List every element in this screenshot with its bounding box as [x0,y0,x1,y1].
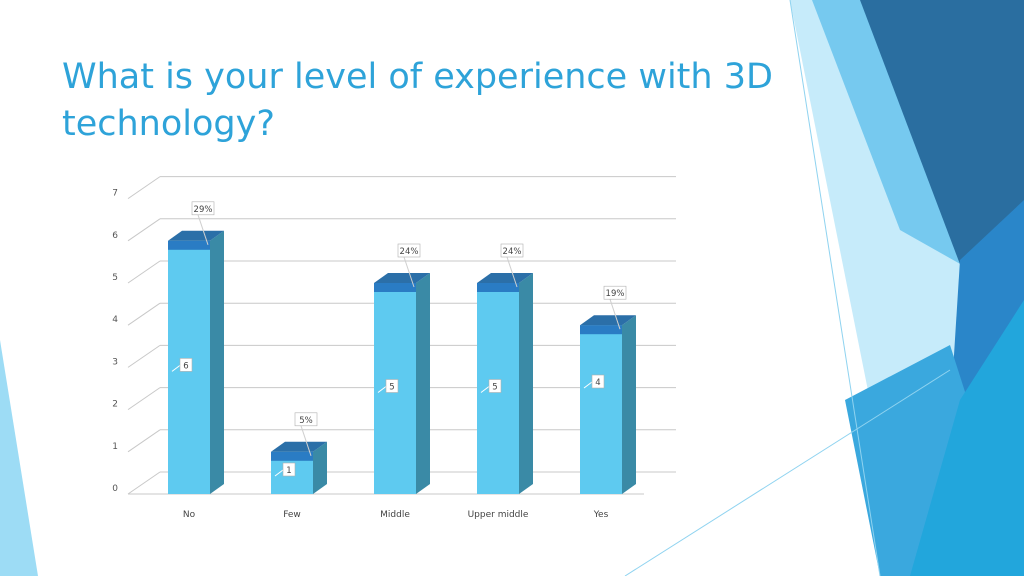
y-tick-label: 3 [112,357,118,367]
y-tick-label: 7 [112,189,118,199]
value-label: 5 [389,383,394,393]
percent-label-box [603,285,627,300]
bar-top [271,441,327,452]
gridline-side [127,471,161,495]
percent-label: 24% [400,247,419,257]
gridline-side [127,218,161,242]
slide-title: What is your level of experience with 3D… [62,57,773,144]
percent-label-box [294,412,318,427]
y-tick-label: 0 [112,484,118,494]
bar [477,273,533,494]
value-label: 6 [183,361,188,371]
percent-label: 5% [299,416,313,426]
accent-thin-line [789,0,881,576]
bar-band [168,240,210,250]
percent-label-leader [403,256,415,288]
gridline-side [127,387,161,411]
value-label-box [179,358,193,372]
percent-label-box [397,243,421,258]
percent-label-leader [506,256,518,288]
percent-label: 29% [194,205,213,215]
value-label-box [488,379,502,393]
value-label-leader [583,381,593,389]
bar [168,230,224,495]
y-tick-label: 6 [112,231,118,241]
x-category-label: No [183,510,196,520]
y-tick-label: 4 [112,315,118,325]
x-category-label: Yes [593,510,609,520]
bar-band [374,283,416,292]
percent-label: 19% [606,289,625,299]
accent-left-sliver [0,340,38,576]
y-tick-label: 1 [112,442,118,452]
x-category-label: Middle [380,510,410,520]
bar-top [477,273,533,283]
bar [374,273,430,494]
x-category-label: Upper middle [468,510,529,520]
value-label-box [282,462,296,477]
gridline-side [127,260,161,284]
percent-label-box [500,243,524,258]
y-tick-label: 5 [112,273,118,283]
bars-layer [168,230,636,495]
x-category-label: Few [283,510,301,520]
value-label-leader [377,386,387,393]
bar-band [271,451,313,461]
labels-layer: 0 1 2 3 4 5 6 7 No 6 29% Few 1 5% Middle 5 24% Upper midd… [112,189,627,520]
accent-cyan-triangle [910,300,1024,576]
bar-top [580,315,636,326]
bar-top [374,273,430,283]
gridline-side [127,429,161,453]
percent-label: 24% [503,247,522,257]
bar-side [416,273,430,494]
value-label-leader [274,469,284,477]
value-label-leader [171,364,181,372]
value-label: 5 [492,383,497,393]
value-label-box [385,379,399,393]
bar-top [168,230,224,241]
percent-label-box [191,201,215,216]
gridline-side [127,176,161,200]
gridline-side [127,302,161,326]
bar-front [580,325,622,494]
bar-band [477,283,519,292]
bar-side [622,315,636,494]
percent-label-leader [197,214,209,245]
bar [271,441,327,494]
bar-side [313,441,327,494]
value-label: 1 [286,466,291,476]
bar-side [519,273,533,494]
percent-label-leader [300,425,312,456]
gridline-side [127,344,161,368]
value-label: 4 [595,378,600,388]
percent-label-leader [609,299,621,330]
bar-side [210,230,224,495]
y-tick-label: 2 [112,400,118,410]
bar [580,315,636,494]
accent-thin-line-2 [624,369,951,576]
value-label-leader [480,386,490,393]
value-label-box [591,374,605,389]
bar-band [580,325,622,335]
